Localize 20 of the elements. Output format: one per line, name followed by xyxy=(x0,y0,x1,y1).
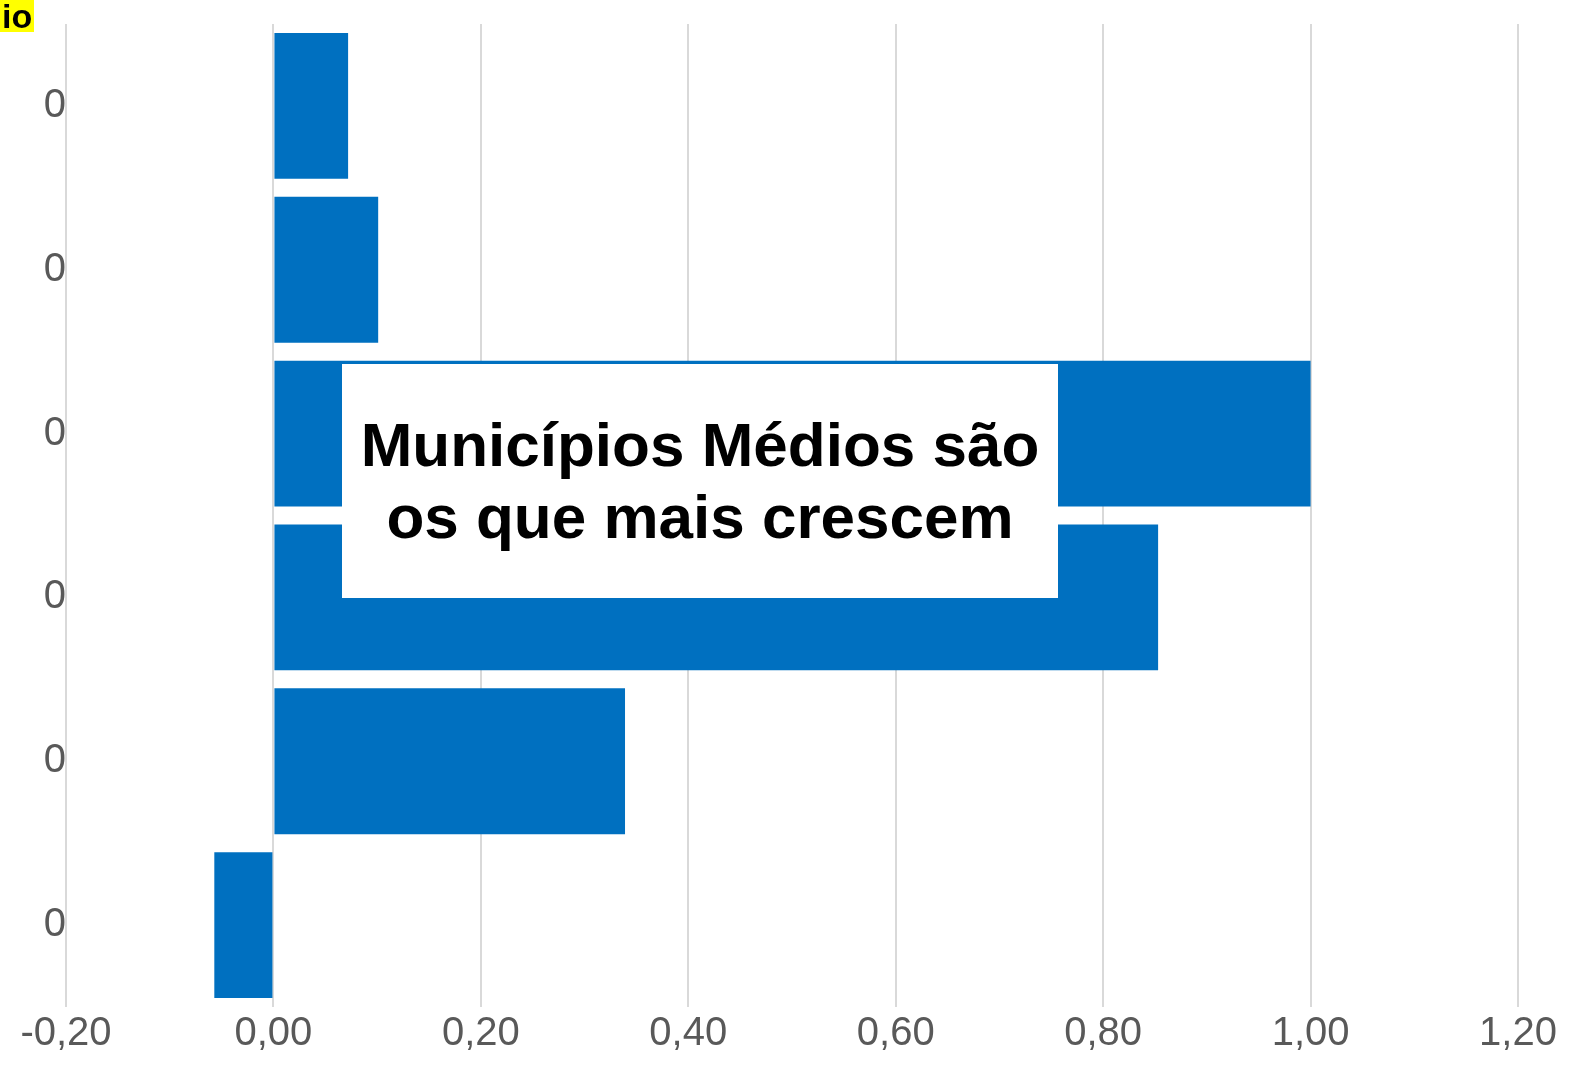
y-tick-label: 0 xyxy=(43,408,66,453)
bar xyxy=(274,33,349,179)
x-tick-label: 0,80 xyxy=(1064,1009,1143,1054)
y-tick-label: 0 xyxy=(43,736,66,781)
y-tick-label: 0 xyxy=(43,900,66,945)
x-tick-label: 0,20 xyxy=(441,1009,520,1054)
x-tick-label: 0,00 xyxy=(234,1009,313,1054)
y-tick-label: 0 xyxy=(43,80,66,125)
x-tick-label: 1,20 xyxy=(1479,1009,1557,1054)
x-tick-label: 0,60 xyxy=(856,1009,935,1054)
y-tick-label: 0 xyxy=(43,244,66,289)
x-tick-label: 0,40 xyxy=(649,1009,728,1054)
x-tick-label: 1,00 xyxy=(1271,1009,1350,1054)
x-tick-label: -0,20 xyxy=(20,1009,112,1054)
annotation: Municípios Médios são os que mais crescem xyxy=(342,364,1058,598)
y-tick-label: 0 xyxy=(43,572,66,617)
chart-title: io xyxy=(0,0,35,35)
bar xyxy=(214,852,273,998)
bar xyxy=(274,196,379,343)
bar xyxy=(274,688,626,835)
